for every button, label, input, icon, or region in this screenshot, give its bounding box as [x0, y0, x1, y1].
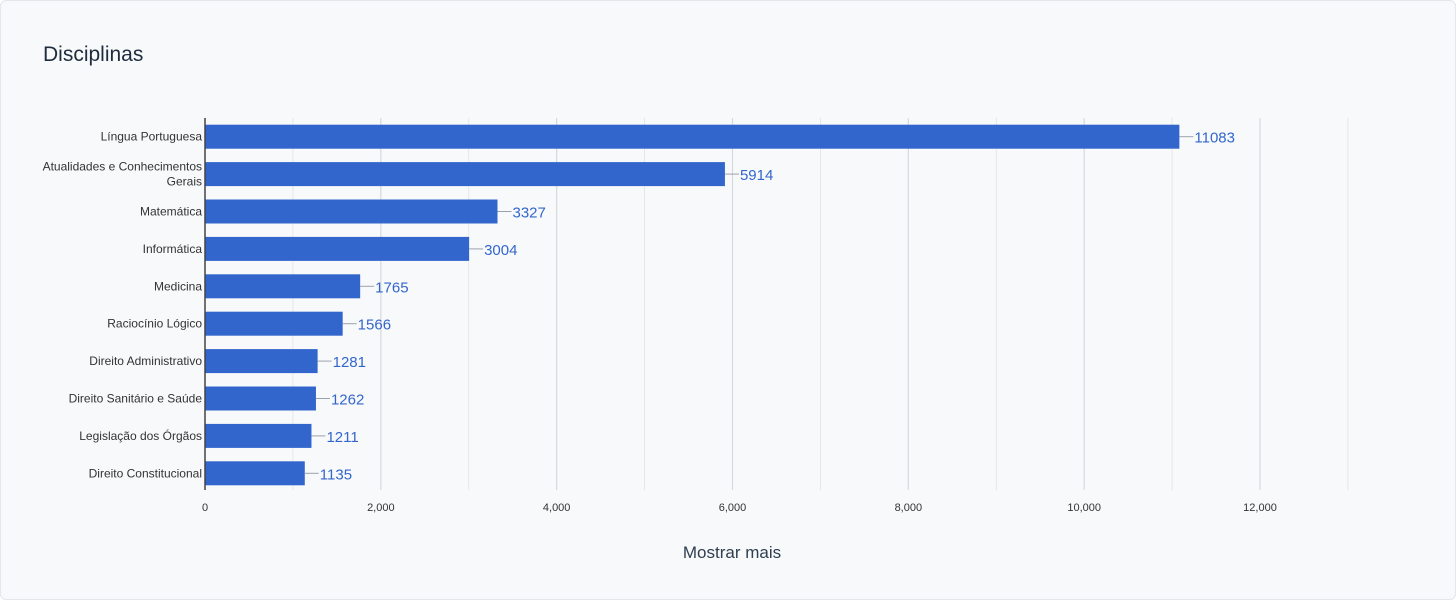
category-label: Informática: [143, 242, 203, 256]
value-label: 3004: [484, 242, 517, 259]
category-label: Medicina: [154, 279, 202, 293]
value-label: 1281: [333, 354, 366, 371]
category-label: Direito Sanitário e Saúde: [69, 392, 203, 406]
bar: [205, 124, 1180, 149]
category-label: Direito Constitucional: [89, 466, 202, 480]
value-label: 1262: [331, 392, 364, 409]
value-label: 3327: [512, 205, 545, 222]
category-label: Raciocínio Lógico: [107, 317, 202, 331]
bar: [205, 199, 498, 224]
bar: [205, 423, 312, 448]
category-label: Matemática: [140, 205, 202, 219]
card-title: Disciplinas: [43, 43, 144, 66]
x-tick-label: 8,000: [895, 502, 923, 514]
category-label: Atualidades e Conhecimentos Gerais: [43, 160, 202, 189]
bar: [205, 311, 343, 336]
x-tick-label: 0: [202, 502, 208, 514]
bar: [205, 162, 725, 187]
value-label: 1566: [358, 317, 391, 334]
x-tick-label: 10,000: [1067, 502, 1101, 514]
x-tick-label: 12,000: [1243, 502, 1277, 514]
value-label: 1135: [320, 466, 352, 483]
bar: [205, 274, 361, 299]
x-tick-label: 4,000: [543, 502, 571, 514]
value-label: 1211: [326, 429, 358, 446]
category-label: Língua Portuguesa: [101, 130, 203, 144]
category-label: Legislação dos Órgãos: [79, 428, 202, 443]
value-label: 5914: [740, 167, 773, 184]
bar: [205, 349, 318, 374]
x-tick-label: 2,000: [367, 502, 395, 514]
x-tick-label: 6,000: [719, 502, 747, 514]
bar: [205, 236, 470, 261]
bar: [205, 386, 316, 411]
category-label: Direito Administrativo: [89, 354, 202, 368]
value-label: 1765: [375, 279, 408, 296]
value-label: 11083: [1194, 130, 1235, 147]
show-more-button[interactable]: Mostrar mais: [632, 540, 832, 566]
bar: [205, 461, 305, 486]
